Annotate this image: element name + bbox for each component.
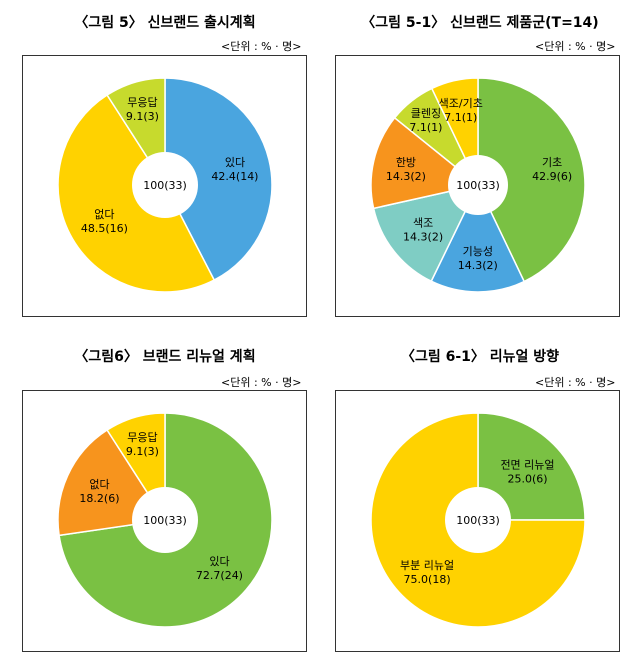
chart-2-panel: 100(33) 기초 42.9(6) 기능성 14.3(2) 색조 14.3(2) 한방 14.… <box>335 55 620 317</box>
slice-value: 42.9(6) <box>532 170 572 183</box>
slice-value: 14.3(2) <box>458 259 498 272</box>
slice-label-2-1: 기초 42.9(6) <box>532 156 572 183</box>
slice-name: 색조/기초 <box>439 97 483 110</box>
pie-slice-2-3 <box>372 183 480 283</box>
donut-hole-2 <box>448 155 508 215</box>
slice-label-4-2: 부분 리뉴얼 75.0(18) <box>400 558 454 586</box>
chart-1-pie: 100(33) 있다 42.4(14) 없다 48.5(16) 무응답 9.1(3) <box>57 77 273 293</box>
slice-name: 한방 <box>396 156 416 169</box>
center-label-2: 100(33) <box>456 179 500 192</box>
chart-2-title: 〈그림 5-1〉 신브랜드 제품군(T=14) <box>361 15 599 31</box>
chart-1-unit: <단위 : % · 명> <box>221 40 302 53</box>
slice-label-2-6: 색조/기초 7.1(1) <box>439 97 483 124</box>
pie-slice-4-1 <box>477 412 586 521</box>
slice-value: 72.7(24) <box>196 569 243 582</box>
chart-4-unit: <단위 : % · 명> <box>535 376 616 389</box>
slice-label-2-3: 색조 14.3(2) <box>403 216 443 243</box>
pie-slice-2-2 <box>430 183 526 293</box>
slice-value: 42.4(14) <box>211 170 258 183</box>
chart-3-unit: <단위 : % · 명> <box>221 376 302 389</box>
slice-value: 48.5(16) <box>81 222 128 235</box>
chart-3-panel: 100(33) 있다 72.7(24) 없다 18.2(6) 무응답 9.1(3) <box>22 390 307 652</box>
slice-label-3-3: 무응답 9.1(3) <box>126 431 159 458</box>
slice-label-3-1: 있다 72.7(24) <box>196 555 243 582</box>
chart-3-pie: 100(33) 있다 72.7(24) 없다 18.2(6) 무응답 9.1(3) <box>57 412 273 628</box>
slice-label-2-2: 기능성 14.3(2) <box>458 245 498 272</box>
pie-slice-2-1 <box>477 77 586 283</box>
pie-slice-4-2 <box>370 412 586 628</box>
slice-name: 전면 리뉴얼 <box>500 458 554 472</box>
slice-value: 75.0(18) <box>404 573 451 586</box>
chart-2-unit: <단위 : % · 명> <box>535 40 616 53</box>
slice-label-1-1: 있다 42.4(14) <box>211 156 258 183</box>
donut-hole-4 <box>445 487 511 553</box>
slice-value: 25.0(6) <box>507 473 547 486</box>
slice-name: 없다 <box>94 208 114 221</box>
donut-hole-1 <box>132 152 198 218</box>
chart-4-pie: 100(33) 전면 리뉴얼 25.0(6) 부분 리뉴얼 75.0(18) <box>370 412 586 628</box>
slice-label-3-2: 없다 18.2(6) <box>79 478 119 505</box>
slice-value: 9.1(3) <box>126 110 159 123</box>
slice-value: 14.3(2) <box>386 170 426 183</box>
slice-value: 18.2(6) <box>79 492 119 505</box>
chart-2-pie: 100(33)기초 42.9(6)기능성 14.3(2)색조 14.3(2)한방 14.… <box>370 77 586 293</box>
chart-4-title: 〈그림 6-1〉 리뉴얼 방향 <box>400 349 560 365</box>
slice-label-4-1: 전면 리뉴얼 25.0(6) <box>500 458 554 486</box>
slice-name: 색조 <box>413 216 433 229</box>
pie-slice-1-1 <box>164 77 273 282</box>
slice-name: 있다 <box>209 555 229 568</box>
slice-name: 없다 <box>89 478 109 491</box>
center-label-1: 100(33) <box>143 179 187 192</box>
slice-label-2-5: 클렌징 7.1(1) <box>409 107 442 134</box>
center-label-4: 100(33) <box>456 514 500 527</box>
slice-label-1-3: 무응답 9.1(3) <box>126 96 159 123</box>
slice-value: 7.1(1) <box>444 111 477 124</box>
slice-name: 부분 리뉴얼 <box>400 558 454 572</box>
slice-label-2-4: 한방 14.3(2) <box>386 156 426 183</box>
slice-name: 무응답 <box>127 431 157 444</box>
slice-name: 기능성 <box>463 245 493 258</box>
slice-name: 있다 <box>225 156 245 169</box>
slice-name: 클렌징 <box>411 107 441 120</box>
chart-1-title: 〈그림 5〉 신브랜드 출시계획 <box>74 15 256 31</box>
slice-name: 기초 <box>542 156 562 169</box>
chart-3-title: 〈그림6〉 브랜드 리뉴얼 계획 <box>74 349 256 365</box>
slice-value: 7.1(1) <box>409 121 442 134</box>
donut-hole-3 <box>132 487 198 553</box>
slice-name: 무응답 <box>127 96 157 109</box>
chart-4-panel: 100(33) 전면 리뉴얼 25.0(6) 부분 리뉴얼 75.0(18) <box>335 390 620 652</box>
slice-label-1-2: 없다 48.5(16) <box>81 208 128 235</box>
chart-1-panel: 100(33) 있다 42.4(14) 없다 48.5(16) 무응답 9.1(3) <box>22 55 307 317</box>
slice-value: 9.1(3) <box>126 445 159 458</box>
center-label-3: 100(33) <box>143 514 187 527</box>
slice-value: 14.3(2) <box>403 230 443 243</box>
